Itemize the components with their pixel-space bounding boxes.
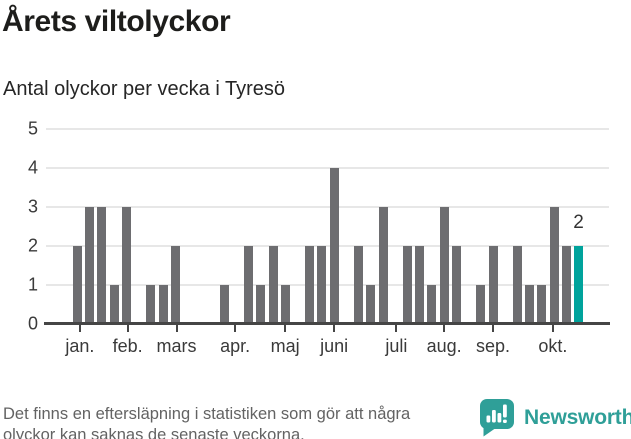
bar-week-21 [317, 246, 327, 323]
chart-subtitle: Antal olyckor per vecka i Tyresö [3, 78, 285, 100]
x-tick-juli [395, 325, 398, 332]
bar-week-9 [170, 246, 180, 323]
y-axis-label-3: 3 [27, 196, 38, 217]
x-tick-label-okt: okt. [538, 336, 568, 356]
bar-week-41 [561, 246, 571, 323]
x-tick-juni [333, 325, 336, 332]
bar-week-4 [109, 285, 119, 323]
weekly-accidents-bar-chart: 0 1 2 3 4 5 jan. feb. mars apr. maj juni juli aug. sep… [27, 118, 610, 356]
bar-week-28 [402, 246, 412, 323]
y-axis-label-5: 5 [27, 118, 38, 139]
bar-week-1 [73, 246, 82, 323]
newsworthy-logo-text: Newsworthy [524, 406, 631, 429]
bar-week-35 [488, 246, 498, 323]
bar-week-7 [146, 285, 156, 323]
last-value-label: 2 [573, 212, 584, 233]
bar-week-20 [305, 246, 315, 323]
x-tick-label-juni: juni [320, 336, 349, 356]
bar-week-24 [354, 246, 364, 323]
bar-week-39 [537, 285, 547, 323]
bar-week-16 [256, 285, 266, 323]
bar-week-2 [85, 207, 95, 323]
bar-week-5 [121, 207, 131, 323]
bar-week-29 [415, 246, 425, 323]
x-tick-label-aug: aug. [426, 336, 462, 356]
bar-week-30 [427, 285, 437, 323]
x-tick-aug [443, 325, 446, 332]
bar-week-3 [97, 207, 107, 323]
x-tick-label-maj: maj [270, 336, 300, 356]
x-tick-label-apr: apr. [220, 336, 251, 356]
x-tick-label-juli: juli [385, 336, 408, 356]
x-tick-maj [284, 325, 287, 332]
bar-week-38 [525, 285, 535, 323]
newsworthy-logo-icon [480, 399, 514, 437]
footnote-line2: olyckor kan saknas de senaste veckorna. [3, 426, 305, 439]
x-tick-mars [175, 325, 178, 332]
bar-week-17 [268, 246, 278, 323]
page-title: Årets viltolyckor [2, 5, 231, 38]
x-tick-label-sep: sep. [475, 336, 511, 356]
bar-week-31 [439, 207, 449, 323]
bar-week-34 [476, 285, 486, 323]
x-tick-apr [234, 325, 237, 332]
footnote-line1: Det finns en eftersläpning i statistiken… [3, 405, 411, 423]
y-axis-label-4: 4 [27, 157, 38, 178]
x-tick-label-feb: feb. [112, 336, 143, 356]
bar-week-40 [549, 207, 559, 323]
bar-week-15 [244, 246, 254, 323]
x-tick-label-mars: mars [156, 336, 197, 356]
x-tick-jan [78, 325, 81, 332]
y-axis-label-2: 2 [27, 235, 38, 256]
x-tick-sep [492, 325, 494, 332]
bar-week-25 [366, 285, 376, 323]
x-axis-line [44, 322, 610, 325]
bar-week-13 [219, 285, 229, 323]
gridline-y2 [46, 245, 609, 247]
x-tick-label-jan: jan. [65, 336, 95, 356]
y-axis-label-1: 1 [27, 274, 38, 295]
bar-week-22 [329, 168, 339, 323]
x-tick-okt [551, 325, 554, 332]
bar-week-18 [280, 285, 290, 323]
footnote: Det finns en eftersläpning i statistiken… [3, 404, 410, 439]
bar-week-42 [574, 246, 583, 323]
bar-week-8 [158, 285, 168, 323]
gridline-y3 [46, 206, 609, 208]
newsworthy-brand[interactable]: Newsworthy [479, 399, 631, 437]
gridline-y5 [46, 128, 609, 130]
gridline-y1 [46, 284, 609, 286]
x-tick-feb [126, 325, 129, 332]
bar-week-37 [512, 246, 522, 323]
gridline-y4 [46, 167, 609, 169]
bar-week-32 [451, 246, 461, 323]
bar-week-26 [378, 207, 388, 323]
y-axis-label-0: 0 [27, 313, 38, 334]
